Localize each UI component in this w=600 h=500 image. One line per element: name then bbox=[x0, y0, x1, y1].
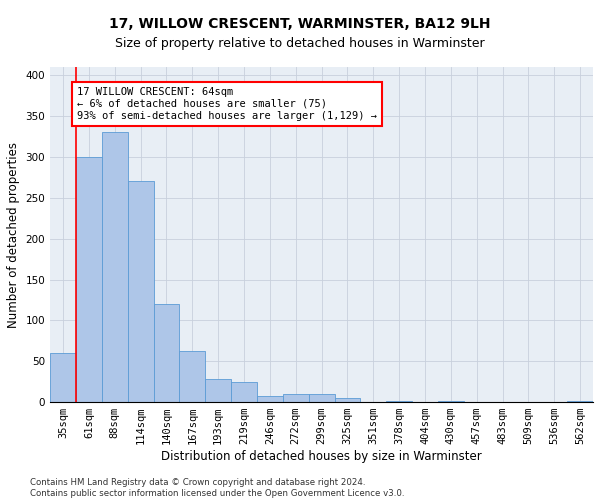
Bar bbox=[386, 400, 412, 402]
Bar bbox=[128, 182, 154, 402]
Bar bbox=[205, 379, 231, 402]
Y-axis label: Number of detached properties: Number of detached properties bbox=[7, 142, 20, 328]
Text: Size of property relative to detached houses in Warminster: Size of property relative to detached ho… bbox=[115, 38, 485, 51]
Bar bbox=[308, 394, 335, 402]
Bar bbox=[283, 394, 308, 402]
X-axis label: Distribution of detached houses by size in Warminster: Distribution of detached houses by size … bbox=[161, 450, 482, 463]
Text: Contains HM Land Registry data © Crown copyright and database right 2024.
Contai: Contains HM Land Registry data © Crown c… bbox=[30, 478, 404, 498]
Bar bbox=[257, 396, 283, 402]
Bar bbox=[154, 304, 179, 402]
Bar bbox=[335, 398, 361, 402]
Bar bbox=[50, 353, 76, 402]
Text: 17 WILLOW CRESCENT: 64sqm
← 6% of detached houses are smaller (75)
93% of semi-d: 17 WILLOW CRESCENT: 64sqm ← 6% of detach… bbox=[77, 88, 377, 120]
Bar bbox=[76, 157, 102, 402]
Bar bbox=[438, 400, 464, 402]
Text: 17, WILLOW CRESCENT, WARMINSTER, BA12 9LH: 17, WILLOW CRESCENT, WARMINSTER, BA12 9L… bbox=[109, 18, 491, 32]
Bar bbox=[179, 350, 205, 402]
Bar bbox=[231, 382, 257, 402]
Bar bbox=[102, 132, 128, 402]
Bar bbox=[567, 400, 593, 402]
